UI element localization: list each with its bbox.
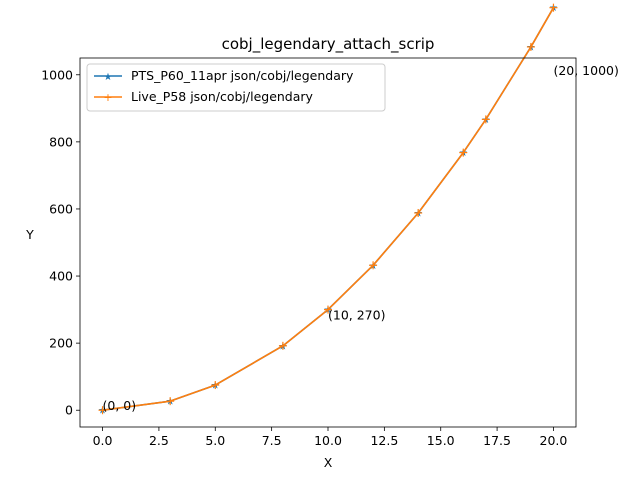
y-tick-label: 0 [65, 403, 73, 418]
legend: ★ PTS_P60_11apr json/cobj/legendary + Li… [86, 63, 386, 112]
legend-marker-live: + [103, 91, 112, 104]
legend-marker-pts: ★ [104, 72, 113, 83]
series-point-1 [324, 305, 332, 314]
series-point-1 [278, 341, 287, 350]
chart-title: cobj_legendary_attach_scrip [222, 35, 435, 54]
x-axis-label: X [324, 455, 333, 470]
y-axis-ticks: 0 200 400 600 800 1000 [41, 67, 80, 418]
x-tick-label: 5.0 [205, 433, 225, 448]
legend-label-pts: PTS_P60_11apr json/cobj/legendary [131, 68, 354, 83]
y-axis-label: Y [25, 227, 34, 242]
x-tick-label: 17.5 [483, 433, 511, 448]
x-tick-label: 2.5 [149, 433, 169, 448]
series-point-1 [369, 261, 378, 270]
y-tick-label: 800 [49, 134, 73, 149]
legend-box [86, 63, 386, 112]
legend-label-live: Live_P58 json/cobj/legendary [131, 89, 314, 104]
point-annotation: (10, 270) [328, 308, 385, 323]
series-point-1 [98, 406, 107, 415]
point-annotation: (0, 0) [103, 398, 137, 413]
series-point-1 [526, 42, 535, 51]
plot-area [80, 58, 576, 427]
x-tick-label: 10.0 [314, 433, 342, 448]
x-tick-label: 15.0 [427, 433, 455, 448]
x-tick-label: 12.5 [370, 433, 398, 448]
y-tick-label: 600 [49, 201, 73, 216]
series-point-1 [481, 115, 490, 124]
y-tick-label: 400 [49, 269, 73, 284]
series-point-1 [211, 381, 220, 390]
series-point-1 [166, 397, 175, 406]
x-axis-ticks: 0.0 2.5 5.0 7.5 10.0 12.5 15.0 17.5 20.0 [93, 427, 568, 448]
x-tick-label: 20.0 [540, 433, 568, 448]
x-tick-label: 0.0 [93, 433, 113, 448]
series-layer: ★★★★★★★★★★★ [98, 3, 558, 417]
point-annotation: (20, 1000) [553, 63, 618, 78]
series-point-1 [459, 148, 468, 157]
series-point-1 [414, 208, 423, 217]
y-tick-label: 200 [49, 336, 73, 351]
y-tick-label: 1000 [41, 67, 73, 82]
x-tick-label: 7.5 [262, 433, 282, 448]
annotation-layer: (0, 0) (10, 270) (20, 1000) [103, 63, 619, 413]
series-point-1 [549, 3, 558, 12]
